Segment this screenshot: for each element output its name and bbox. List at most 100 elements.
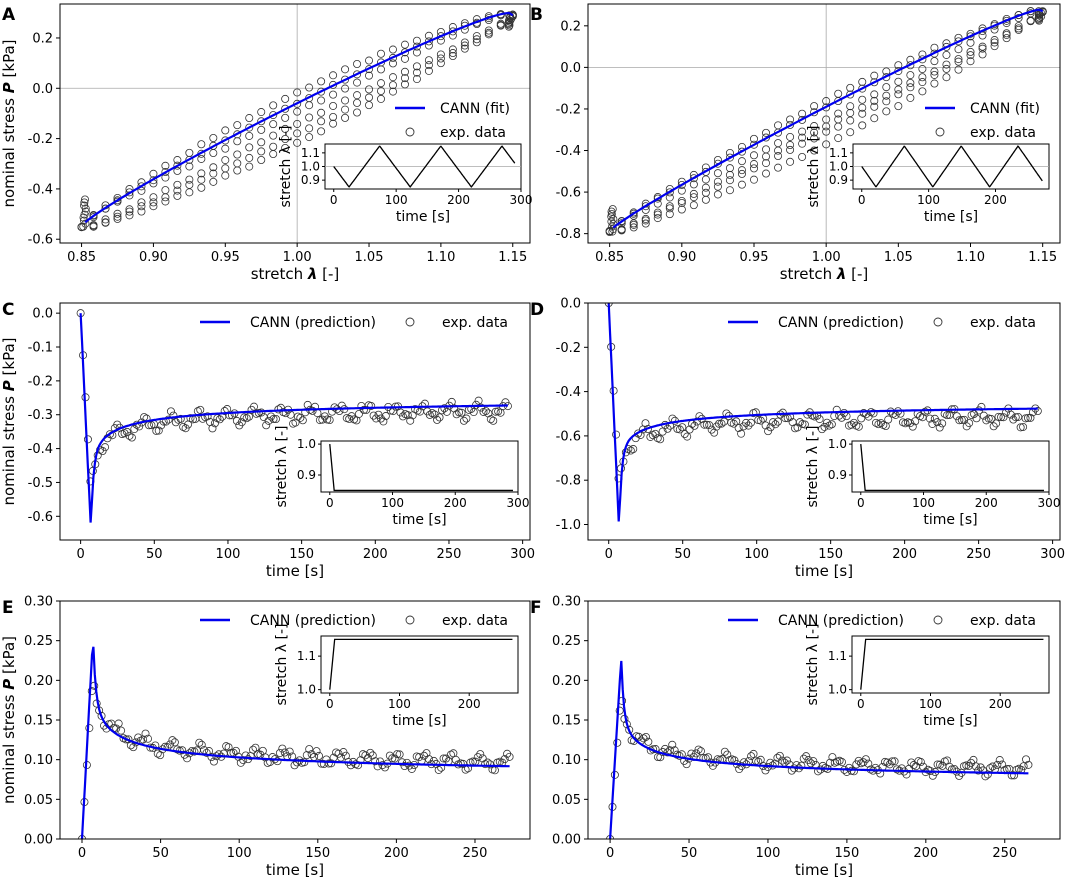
data-point <box>858 84 867 93</box>
data-point <box>285 747 294 756</box>
data-point <box>725 153 734 162</box>
data-point <box>930 70 939 79</box>
prediction-curve <box>79 313 508 523</box>
data-point <box>435 413 444 422</box>
x-axis-label: time [s] <box>795 562 853 580</box>
inset-stretch-curve <box>329 444 513 492</box>
data-point <box>281 135 290 144</box>
data-point <box>701 195 710 204</box>
data-point <box>894 90 903 99</box>
data-point <box>281 124 290 133</box>
data-point <box>683 432 692 441</box>
data-point <box>424 37 433 46</box>
data-point <box>957 415 966 424</box>
data-point <box>689 201 698 210</box>
data-point <box>870 90 879 99</box>
fit-curve <box>612 8 1044 229</box>
panel-a: 0.85 0.90 0.95 1.00 1.05 1.10 1.15-0.6-0.4-0.2… <box>0 0 532 283</box>
data-point <box>723 750 732 759</box>
data-point <box>257 125 266 134</box>
legend-label-data: exp. data <box>442 613 508 629</box>
inset-x-label: time [s] <box>392 512 446 528</box>
inset-x-tick-label: 300 <box>1038 496 1061 510</box>
y-tick-label: -0.1 <box>28 341 53 356</box>
inset-y-tick-label: 1.1 <box>297 649 316 663</box>
data-point <box>775 751 784 760</box>
data-point <box>825 421 834 430</box>
x-tick-label: 200 <box>384 846 409 861</box>
data-point <box>305 124 314 133</box>
inset-x-tick-label: 100 <box>912 496 935 510</box>
inset-y-tick-label: 1.0 <box>829 160 848 174</box>
data-point <box>744 421 753 430</box>
x-tick-label: 0 <box>605 547 613 562</box>
fit-curve <box>84 11 514 224</box>
data-point <box>412 36 421 45</box>
data-point <box>221 126 230 135</box>
data-point <box>293 138 302 147</box>
data-point <box>221 164 230 173</box>
data-point <box>476 750 485 759</box>
data-point <box>933 760 942 769</box>
data-point <box>677 198 686 207</box>
x-tick-label: 0.85 <box>595 250 624 265</box>
data-point <box>998 760 1007 769</box>
data-point <box>651 429 660 438</box>
data-point <box>954 57 963 66</box>
data-point <box>675 425 684 434</box>
data-point <box>149 169 158 178</box>
data-point <box>894 61 903 70</box>
x-tick-label: 200 <box>892 547 917 562</box>
data-point <box>656 435 665 444</box>
data-point <box>225 411 234 420</box>
data-point <box>233 150 242 159</box>
data-point <box>149 198 158 207</box>
y-tick-label: -0.6 <box>28 510 53 525</box>
data-point <box>786 132 795 141</box>
data-point <box>341 65 350 74</box>
data-point <box>269 150 278 159</box>
data-point <box>822 115 831 124</box>
data-point <box>768 418 777 427</box>
data-point <box>176 414 185 423</box>
data-point <box>114 719 123 728</box>
data-point <box>161 161 170 170</box>
panel-d: 0 50 100 150 200 250 300 0.0 -0.2 -0.4 -0.6 -0.8 -1.… <box>530 297 1065 581</box>
data-point <box>954 65 963 74</box>
data-point <box>494 407 503 416</box>
data-point <box>994 412 1003 421</box>
data-point <box>762 128 771 137</box>
data-point <box>245 143 254 152</box>
x-tick-label: 200 <box>363 547 388 562</box>
data-point <box>1007 771 1016 780</box>
data-point <box>233 166 242 175</box>
legend-label-data: exp. data <box>440 125 506 141</box>
data-point <box>89 211 98 220</box>
inset: 0 100 200 0.91.01.1 time [s] stretch λ [-] <box>806 125 1050 225</box>
data-point <box>692 417 701 426</box>
data-point <box>870 71 879 80</box>
data-point <box>810 102 819 111</box>
data-point <box>978 27 987 36</box>
data-point <box>606 0 613 4</box>
data-point <box>209 149 218 158</box>
data-point <box>329 101 338 110</box>
data-point <box>317 108 326 117</box>
inset-y-label: stretch λ [-] <box>274 425 290 507</box>
data-point <box>798 109 807 118</box>
data-point <box>125 211 134 220</box>
data-point <box>749 175 758 184</box>
data-point <box>846 116 855 125</box>
data-point <box>615 706 624 715</box>
inset: 0 100 200 300 0.91.01.1 time [s] stretch λ [-] <box>278 125 532 225</box>
data-point <box>235 421 244 430</box>
data-point <box>1026 413 1035 422</box>
data-point <box>78 0 85 4</box>
inset-x-label: time [s] <box>923 713 977 729</box>
data-point <box>101 204 110 213</box>
data-point <box>203 412 212 421</box>
data-point <box>365 93 374 102</box>
data-point <box>121 735 130 744</box>
data-point <box>725 164 734 173</box>
data-point <box>149 193 158 202</box>
